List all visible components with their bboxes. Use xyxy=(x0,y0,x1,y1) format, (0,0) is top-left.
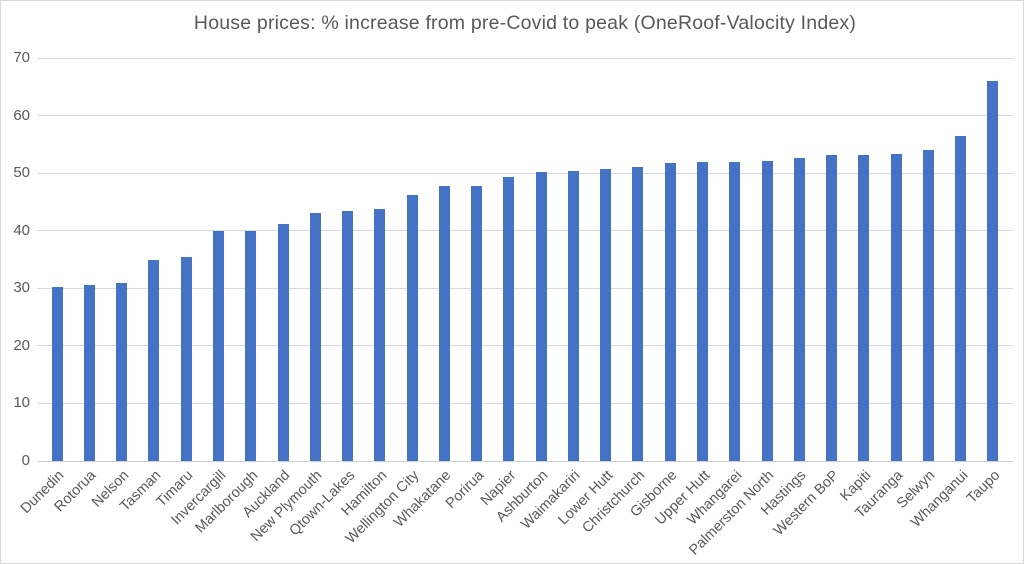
y-tick-label-40: 40 xyxy=(13,221,30,239)
gridline-40 xyxy=(37,230,1013,232)
chart-title: House prices: % increase from pre-Covid … xyxy=(193,12,857,34)
x-axis-line xyxy=(37,460,1013,462)
y-tick-label-20: 20 xyxy=(13,336,30,354)
bar-taupo xyxy=(987,80,999,461)
bar-napier xyxy=(503,177,515,461)
bar-qtown-lakes xyxy=(342,210,353,461)
gridline-20 xyxy=(37,345,1013,347)
gridline-10 xyxy=(37,402,1013,404)
bar-marlborough xyxy=(245,230,257,461)
bar-palmerston-north xyxy=(761,160,773,461)
bar-hamilton xyxy=(374,208,386,461)
x-category-label-taupo: Taupo xyxy=(963,467,1004,507)
y-tick-label-70: 70 xyxy=(13,49,30,66)
bar-christchurch xyxy=(632,166,644,461)
bar-tasman xyxy=(148,260,160,461)
bar-gisborne xyxy=(664,163,676,461)
bar-porirua xyxy=(471,185,483,461)
bar-auckland xyxy=(277,224,289,461)
bar-whanganui xyxy=(955,135,967,461)
bar-rotorua xyxy=(83,284,95,461)
bar-nelson xyxy=(116,282,128,461)
bar-dunedin xyxy=(51,287,63,461)
gridline-30 xyxy=(37,287,1013,289)
bar-hastings xyxy=(793,158,805,461)
y-tick-label-10: 10 xyxy=(13,394,30,412)
gridline-60 xyxy=(37,115,1013,117)
bar-upper-hutt xyxy=(697,162,708,461)
gridline-50 xyxy=(37,172,1013,174)
y-tick-label-60: 60 xyxy=(13,106,30,124)
gridline-70 xyxy=(37,57,1013,59)
bar-invercargill xyxy=(213,231,224,461)
bar-ashburton xyxy=(535,172,547,461)
bar-waimakariri xyxy=(567,170,579,461)
bar-selwyn xyxy=(922,150,934,461)
bar-kapiti xyxy=(858,155,870,461)
bar-lower-hutt xyxy=(600,169,612,461)
y-tick-label-30: 30 xyxy=(13,279,30,297)
bar-whangarei xyxy=(729,161,741,461)
bar-tauranga xyxy=(890,154,902,461)
bar-whakatane xyxy=(438,186,450,461)
bar-new-plymouth xyxy=(309,213,321,461)
bar-timaru xyxy=(180,256,192,461)
bar-wellington-city xyxy=(406,195,418,461)
bar-western-bop xyxy=(826,155,837,461)
y-tick-label-0: 0 xyxy=(21,452,30,469)
y-tick-label-50: 50 xyxy=(13,164,30,182)
